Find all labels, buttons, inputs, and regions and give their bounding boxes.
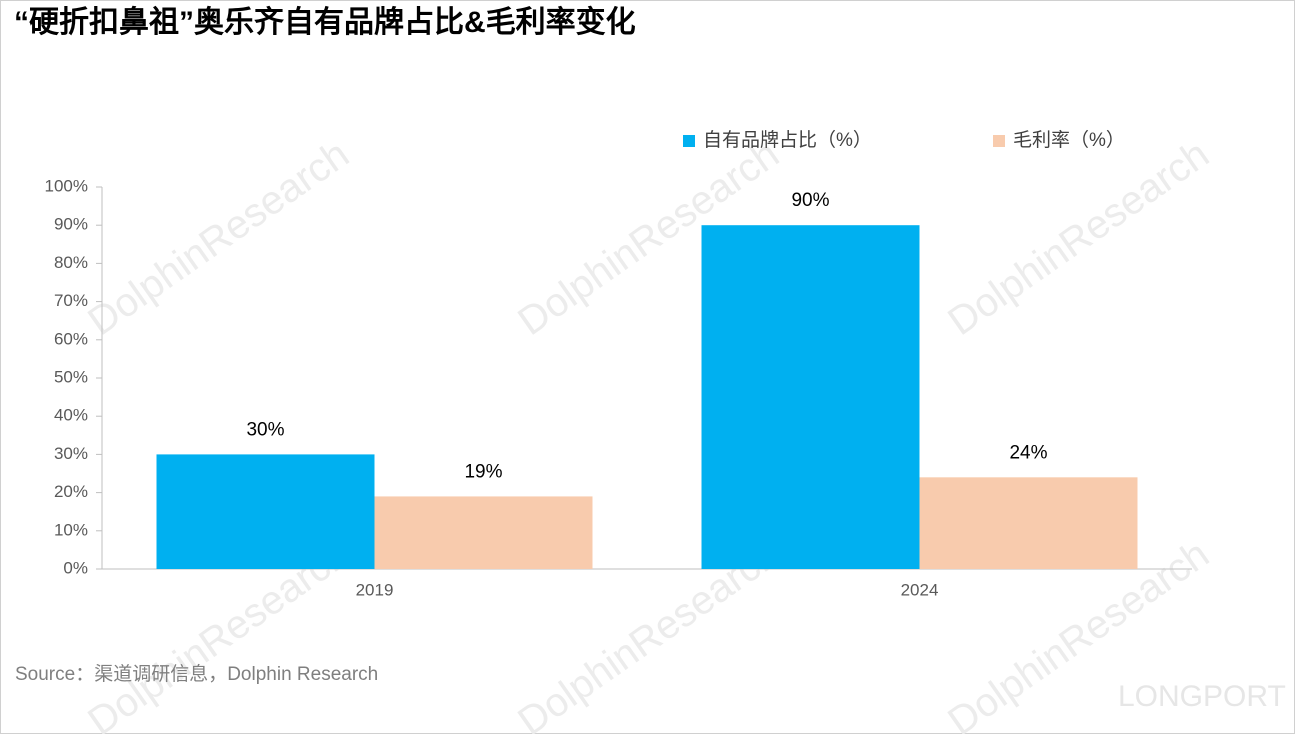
logo: LONGPORT bbox=[1118, 680, 1286, 713]
legend-swatch bbox=[683, 135, 695, 147]
legend-label: 毛利率（%） bbox=[1013, 129, 1125, 151]
y-tick-label: 50% bbox=[54, 367, 88, 386]
y-tick-label: 70% bbox=[54, 291, 88, 310]
y-tick-label: 60% bbox=[54, 329, 88, 348]
y-tick-label: 80% bbox=[54, 253, 88, 272]
value-label: 90% bbox=[791, 190, 829, 211]
y-tick-label: 10% bbox=[54, 520, 88, 539]
y-tick-label: 100% bbox=[45, 176, 88, 195]
y-tick-label: 90% bbox=[54, 215, 88, 234]
x-tick-label: 2024 bbox=[901, 580, 939, 599]
legend-label: 自有品牌占比（%） bbox=[703, 129, 872, 151]
legend-swatch bbox=[993, 135, 1005, 147]
y-tick-label: 20% bbox=[54, 482, 88, 501]
y-tick-label: 30% bbox=[54, 444, 88, 463]
value-label: 24% bbox=[1009, 442, 1047, 463]
bar bbox=[701, 225, 920, 569]
y-tick-label: 40% bbox=[54, 406, 88, 425]
value-label: 30% bbox=[246, 419, 284, 440]
value-label: 19% bbox=[464, 461, 502, 482]
bar bbox=[374, 496, 593, 569]
bar bbox=[156, 454, 375, 569]
source: Source：渠道调研信息，Dolphin Research bbox=[15, 663, 378, 685]
y-tick-label: 0% bbox=[63, 558, 88, 577]
x-tick-label: 2019 bbox=[356, 580, 394, 599]
chart-title: “硬折扣鼻祖”奥乐齐自有品牌占比&毛利率变化 bbox=[14, 5, 636, 39]
bar bbox=[919, 477, 1138, 569]
